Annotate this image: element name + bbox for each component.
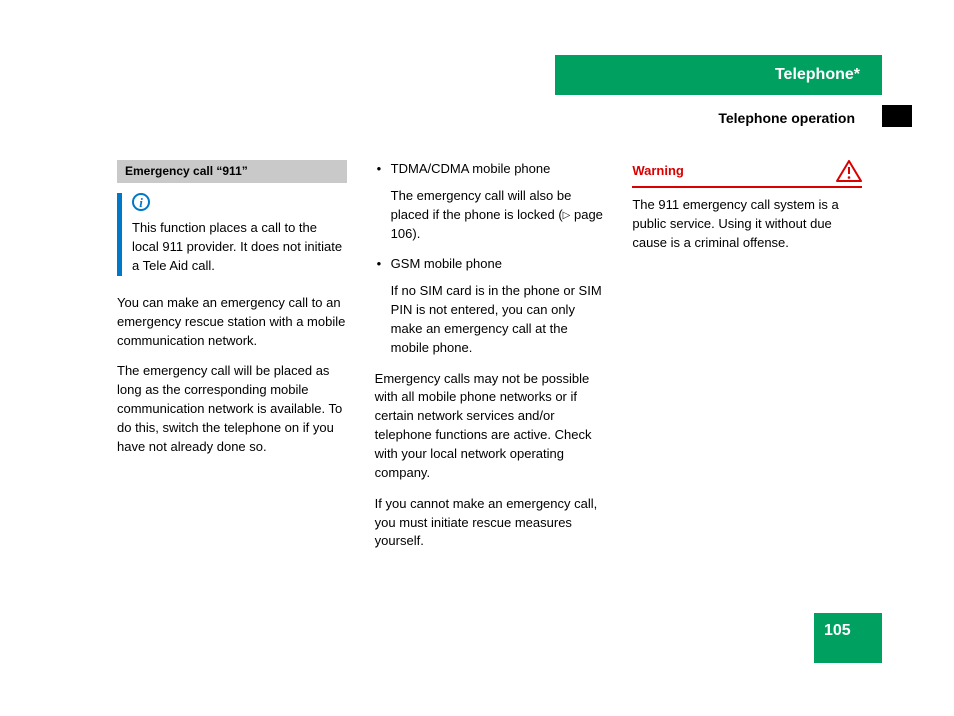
- header-title: Telephone*: [775, 63, 860, 86]
- header-bar: Telephone*: [555, 55, 882, 95]
- column-left: Emergency call “911” i This function pla…: [117, 160, 347, 563]
- page-number-box: 105: [814, 613, 882, 663]
- text: The emergency call will also be placed i…: [391, 188, 572, 222]
- bullet-body: If no SIM card is in the phone or SIM PI…: [375, 282, 605, 357]
- column-middle: TDMA/CDMA mobile phone The emergency cal…: [375, 160, 605, 563]
- bullet-item: GSM mobile phone: [375, 255, 605, 274]
- content-columns: Emergency call “911” i This function pla…: [117, 160, 862, 563]
- section-heading: Emergency call “911”: [117, 160, 347, 183]
- para: The emergency call will be placed as lon…: [117, 362, 347, 456]
- header-subtitle: Telephone operation: [555, 108, 860, 128]
- bullet-body: The emergency call will also be placed i…: [375, 187, 605, 244]
- bullet-item: TDMA/CDMA mobile phone: [375, 160, 605, 179]
- warning-icon: [836, 160, 862, 182]
- para: You can make an emergency call to an eme…: [117, 294, 347, 351]
- info-box: i This function places a call to the loc…: [117, 193, 347, 276]
- warning-label: Warning: [632, 162, 684, 181]
- header-black-tab: [882, 105, 912, 127]
- warning-text: The 911 emergency call system is a publi…: [632, 196, 862, 253]
- warning-header: Warning: [632, 160, 862, 188]
- para: If you cannot make an emergency call, yo…: [375, 495, 605, 552]
- info-icon: i: [132, 193, 150, 211]
- info-text: This function places a call to the local…: [132, 219, 347, 276]
- para: Emergency calls may not be possible with…: [375, 370, 605, 483]
- bullet-list: TDMA/CDMA mobile phone The emergency cal…: [375, 160, 605, 358]
- column-right: Warning The 911 emergency call system is…: [632, 160, 862, 563]
- page-number: 105: [824, 622, 851, 639]
